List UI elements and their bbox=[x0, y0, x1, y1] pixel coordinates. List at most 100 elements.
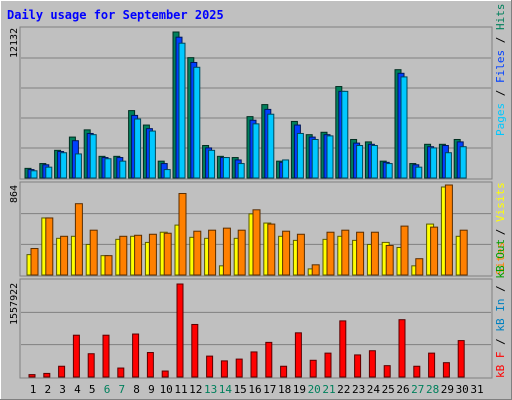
x-tick-label-20: 20 bbox=[308, 383, 321, 396]
bar-pages-day-17 bbox=[267, 113, 275, 179]
bar-sites-day-13 bbox=[208, 229, 217, 276]
bar-pages-day-1 bbox=[30, 170, 38, 179]
legend-sep-2: / bbox=[494, 30, 507, 50]
legend-sep-3: / bbox=[494, 222, 507, 242]
bar-pages-day-15 bbox=[237, 163, 245, 179]
legend-middle: Sites / Visits bbox=[494, 182, 507, 275]
bar-pages-day-11 bbox=[178, 42, 186, 179]
bar-pages-day-9 bbox=[148, 130, 156, 179]
bar-sites-day-2 bbox=[45, 217, 54, 276]
bar-kb-f-day-23 bbox=[354, 354, 362, 378]
bar-kb-f-day-2 bbox=[43, 372, 51, 378]
bar-pages-day-21 bbox=[326, 135, 334, 179]
bar-sites-day-19 bbox=[296, 233, 305, 276]
x-tick-label-27: 27 bbox=[411, 383, 424, 396]
ymax-label-top: 12132 bbox=[9, 28, 20, 58]
bar-sites-day-15 bbox=[237, 229, 246, 276]
bar-kb-f-day-10 bbox=[161, 370, 169, 378]
bar-sites-day-6 bbox=[104, 255, 113, 276]
x-tick-label-10: 10 bbox=[160, 383, 173, 396]
x-tick-label-14: 14 bbox=[219, 383, 233, 396]
bar-kb-f-day-28 bbox=[428, 352, 436, 378]
bar-sites-day-11 bbox=[178, 193, 187, 276]
legend-bottom: kB F / kB In / kB Out bbox=[494, 239, 507, 378]
legend-files: Files bbox=[494, 50, 507, 83]
x-tick-label-15: 15 bbox=[234, 383, 247, 396]
bar-sites-day-12 bbox=[193, 230, 202, 276]
bar-kb-f-day-16 bbox=[250, 351, 258, 378]
bar-pages-day-3 bbox=[60, 152, 68, 179]
x-tick-label-22: 22 bbox=[337, 383, 350, 396]
bar-pages-day-29 bbox=[444, 152, 452, 179]
bar-kb-f-day-19 bbox=[294, 332, 302, 378]
bar-sites-day-14 bbox=[222, 227, 231, 276]
x-tick-label-12: 12 bbox=[189, 383, 202, 396]
bar-pages-day-20 bbox=[311, 138, 319, 179]
bar-sites-day-1 bbox=[30, 248, 39, 276]
bar-sites-day-24 bbox=[370, 231, 379, 276]
bar-pages-day-23 bbox=[356, 145, 364, 179]
bar-sites-day-28 bbox=[430, 226, 439, 276]
bar-kb-f-day-1 bbox=[28, 374, 36, 378]
bar-kb-f-day-26 bbox=[398, 319, 406, 378]
bar-kb-f-day-20 bbox=[309, 359, 317, 378]
x-tick-label-2: 2 bbox=[44, 383, 51, 396]
bar-sites-day-21 bbox=[326, 231, 335, 276]
bar-pages-day-4 bbox=[74, 153, 82, 179]
bar-pages-day-19 bbox=[296, 132, 304, 179]
x-tick-label-16: 16 bbox=[248, 383, 261, 396]
x-tick-label-8: 8 bbox=[133, 383, 140, 396]
bar-pages-day-30 bbox=[459, 146, 467, 179]
bar-pages-day-16 bbox=[252, 123, 260, 179]
bar-pages-day-10 bbox=[163, 169, 171, 179]
bar-sites-day-18 bbox=[282, 230, 291, 276]
x-tick-label-3: 3 bbox=[59, 383, 66, 396]
bar-kb-f-day-3 bbox=[58, 365, 66, 378]
bar-kb-f-day-9 bbox=[146, 352, 154, 378]
bar-sites-day-8 bbox=[134, 234, 143, 276]
bar-kb-f-day-17 bbox=[265, 341, 273, 378]
bar-kb-f-day-11 bbox=[176, 283, 184, 378]
bar-sites-day-4 bbox=[74, 203, 83, 276]
bar-sites-day-9 bbox=[148, 233, 157, 276]
bar-kb-f-day-5 bbox=[87, 353, 95, 378]
legend-hits: Hits bbox=[494, 4, 507, 31]
bar-kb-f-day-8 bbox=[132, 333, 140, 378]
bar-sites-day-27 bbox=[415, 258, 424, 276]
legend-top: Pages / Files / Hits bbox=[494, 4, 507, 137]
x-tick-label-30: 30 bbox=[456, 383, 469, 396]
x-tick-label-21: 21 bbox=[322, 383, 335, 396]
bar-pages-day-18 bbox=[282, 159, 290, 179]
bar-pages-day-12 bbox=[193, 66, 201, 179]
x-tick-label-19: 19 bbox=[293, 383, 306, 396]
bar-pages-day-25 bbox=[385, 163, 393, 179]
bar-kb-f-day-13 bbox=[206, 355, 214, 378]
bar-sites-day-25 bbox=[385, 244, 394, 276]
bar-sites-day-10 bbox=[163, 232, 172, 276]
x-tick-label-26: 26 bbox=[396, 383, 409, 396]
bar-sites-day-7 bbox=[119, 235, 128, 276]
bar-kb-f-day-6 bbox=[102, 334, 110, 378]
bar-kb-f-day-21 bbox=[324, 352, 332, 378]
bar-kb-f-day-7 bbox=[117, 367, 125, 378]
x-axis-labels: 1 2 3 4 5 6 7 8 9 10 11 12 13 14 15 16 17 18 19 20 21 22 23 24 2… bbox=[30, 383, 484, 396]
bar-pages-day-14 bbox=[222, 157, 230, 179]
x-tick-label-24: 24 bbox=[367, 383, 381, 396]
x-tick-label-11: 11 bbox=[174, 383, 187, 396]
bar-sites-day-3 bbox=[60, 235, 69, 276]
bar-sites-day-22 bbox=[341, 229, 350, 276]
bar-kb-f-day-29 bbox=[442, 362, 450, 378]
bar-sites-day-23 bbox=[356, 231, 365, 276]
bar-pages-day-28 bbox=[430, 147, 438, 179]
ymax-label-bottom: 1557922 bbox=[9, 283, 20, 325]
bar-kb-f-day-22 bbox=[339, 320, 347, 378]
x-tick-label-4: 4 bbox=[74, 383, 81, 396]
x-tick-label-28: 28 bbox=[426, 383, 439, 396]
bar-kb-f-day-30 bbox=[457, 340, 465, 378]
x-tick-label-23: 23 bbox=[352, 383, 365, 396]
legend-kb-out: kB Out bbox=[494, 239, 507, 279]
chart-title: Daily usage for September 2025 bbox=[7, 8, 224, 22]
legend-pages: Pages bbox=[494, 103, 507, 136]
bar-kb-f-day-14 bbox=[220, 360, 228, 378]
bar-pages-day-26 bbox=[400, 76, 408, 179]
